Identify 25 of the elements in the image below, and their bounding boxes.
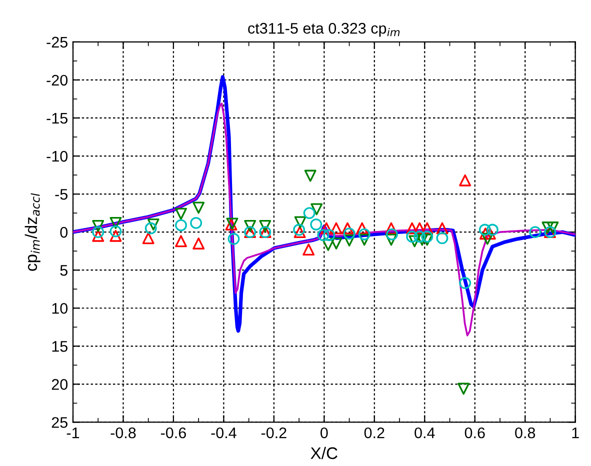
y-tick-label: -5 bbox=[55, 189, 68, 200]
x-axis-title: X/C bbox=[310, 446, 338, 460]
x-tick-label: 1 bbox=[572, 428, 579, 438]
y-tick-label: -15 bbox=[46, 113, 68, 124]
x-tick-label: -0.4 bbox=[211, 427, 236, 438]
x-tick-label: -1 bbox=[66, 428, 80, 438]
x-tick-label: 0 bbox=[320, 427, 328, 438]
y-axis-title: cp$_{im}$/dz$_{accl}$ bbox=[24, 193, 40, 271]
y-tick-label: -10 bbox=[46, 150, 68, 162]
y-tick-label: 25 bbox=[52, 417, 68, 428]
y-tick-label: 0 bbox=[60, 226, 68, 238]
chart-title: ct311-5 eta 0.323 cp$_{im}$ bbox=[248, 22, 400, 37]
y-tick-label: 10 bbox=[52, 302, 68, 314]
x-tick-label: -0.6 bbox=[160, 427, 186, 438]
x-tick-label: 0.6 bbox=[464, 427, 485, 438]
y-tick-label: 15 bbox=[52, 341, 68, 352]
x-tick-label: -0.8 bbox=[110, 427, 136, 438]
y-tick-label: 20 bbox=[52, 379, 68, 390]
x-tick-label: 0.2 bbox=[364, 427, 384, 438]
y-tick-label: -20 bbox=[46, 74, 68, 86]
y-tick-label: 5 bbox=[60, 265, 68, 276]
x-tick-label: 0.4 bbox=[414, 427, 435, 438]
x-tick-label: -0.2 bbox=[261, 427, 286, 438]
y-tick-label: -25 bbox=[46, 36, 68, 48]
x-tick-label: 0.8 bbox=[515, 427, 536, 438]
